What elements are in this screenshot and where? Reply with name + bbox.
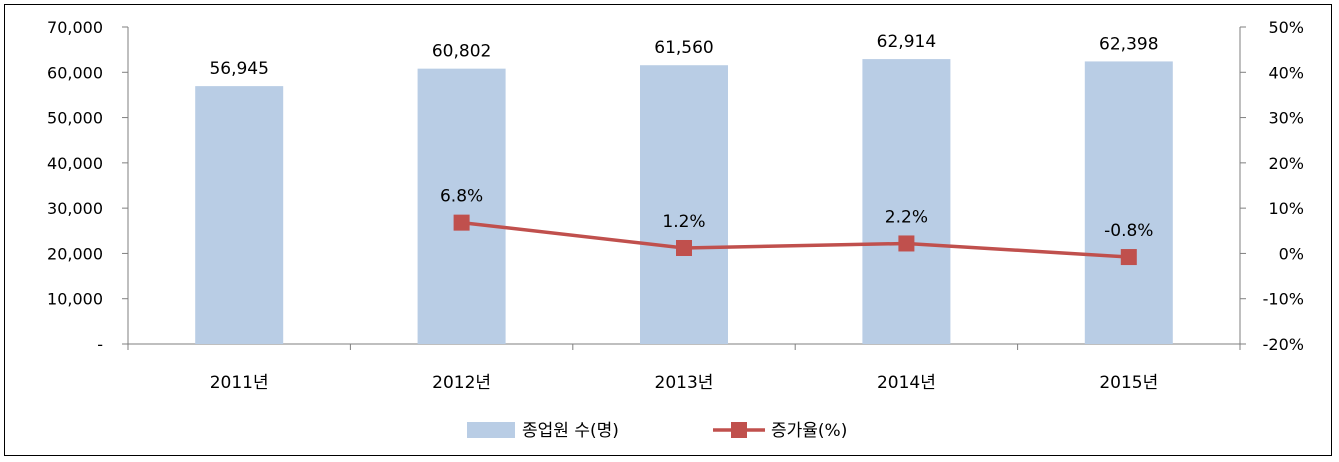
- left-tick-label-3: 30,000: [47, 199, 103, 218]
- left-tick-label-2: 20,000: [47, 244, 103, 263]
- legend-bar-label: 종업원 수(명): [522, 421, 619, 441]
- x-tick-label-4: 2015년: [1099, 373, 1158, 393]
- growth-label-2: 1.2%: [662, 212, 705, 232]
- legend-line-label: 증가율(%): [771, 421, 847, 441]
- right-tick-label-1: -10%: [1263, 290, 1304, 309]
- left-tick-label-0: -: [97, 335, 103, 354]
- right-tick-label-5: 30%: [1268, 109, 1304, 128]
- bars: [195, 59, 1173, 345]
- growth-label-1: 6.8%: [440, 187, 483, 207]
- left-tick-label-7: 70,000: [47, 18, 103, 37]
- bar-label-2: 61,560: [654, 38, 713, 58]
- left-tick-label-1: 10,000: [47, 290, 103, 309]
- growth-label-3: 2.2%: [885, 207, 928, 227]
- right-tick-label-7: 50%: [1268, 18, 1304, 37]
- bar-label-4: 62,398: [1099, 34, 1158, 54]
- x-tick-label-3: 2014년: [877, 373, 936, 393]
- bar-2: [640, 65, 728, 345]
- bar-3: [862, 59, 951, 345]
- x-tick-label-2: 2013년: [655, 373, 714, 393]
- right-tick-label-6: 40%: [1268, 63, 1304, 82]
- bar-label-0: 56,945: [209, 59, 268, 79]
- legend: 종업원 수(명) 증가율(%): [467, 421, 847, 441]
- left-tick-label-6: 60,000: [47, 63, 103, 82]
- x-tick-label-0: 2011년: [210, 373, 269, 393]
- bar-4: [1084, 61, 1173, 344]
- bar-label-3: 62,914: [877, 32, 936, 52]
- growth-line-path: [461, 220, 1129, 259]
- legend-bar-swatch: [467, 422, 515, 438]
- right-tick-label-2: 0%: [1279, 244, 1304, 263]
- x-tick-label-1: 2012년: [432, 373, 491, 393]
- growth-label-4: -0.8%: [1104, 221, 1153, 241]
- right-tick-label-0: -20%: [1263, 335, 1304, 354]
- bar-1: [417, 68, 506, 344]
- right-tick-label-3: 10%: [1268, 199, 1304, 218]
- growth-marker-4: [1120, 249, 1137, 266]
- legend-line-marker: [731, 422, 747, 438]
- bar-0: [195, 86, 284, 345]
- growth-marker-2: [676, 239, 692, 256]
- data-labels: 56,945 60,802 61,560 62,914 62,398 6.8% 1.2% 2.…: [209, 32, 1158, 241]
- bar-label-1: 60,802: [432, 42, 491, 62]
- left-tick-label-4: 40,000: [47, 154, 103, 173]
- right-tick-label-4: 20%: [1268, 154, 1304, 173]
- growth-marker-1: [453, 214, 470, 231]
- left-tick-label-5: 50,000: [47, 109, 103, 128]
- chart-frame: - 10,000 20,000 30,000 40,000 50,000 60,000 70,…: [4, 4, 1332, 456]
- growth-marker-3: [898, 235, 915, 252]
- growth-line: [453, 214, 1137, 266]
- axes: - 10,000 20,000 30,000 40,000 50,000 60,000 70,…: [47, 18, 1304, 393]
- combo-chart: - 10,000 20,000 30,000 40,000 50,000 60,000 70,…: [47, 18, 1304, 441]
